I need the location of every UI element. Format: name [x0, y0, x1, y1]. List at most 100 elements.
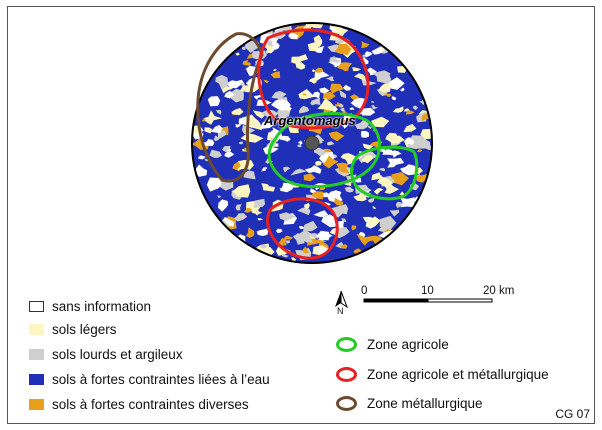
soil-patch	[299, 226, 305, 230]
soil-patch	[233, 213, 248, 222]
soil-patch	[271, 90, 287, 100]
soil-patch	[361, 154, 374, 164]
soil-patch	[317, 247, 327, 254]
soil-patch	[260, 244, 268, 249]
soil-patch	[331, 204, 349, 215]
soil-patch	[355, 120, 370, 130]
soil-patch	[334, 197, 344, 207]
soil-patch	[215, 74, 228, 90]
soil-patch	[270, 71, 281, 79]
soil-patch	[340, 244, 348, 249]
legend-item-sols-legers: sols légers	[29, 322, 117, 337]
soil-patch	[337, 62, 352, 72]
soil-patch	[385, 132, 399, 142]
legend-item-contraintes-diverses: sols à fortes contraintes diverses	[29, 397, 249, 412]
soil-patch	[213, 135, 220, 142]
scale-tick-0: 0	[361, 285, 368, 297]
soil-patch	[371, 172, 382, 181]
soil-patch	[195, 164, 208, 177]
soil-patch	[313, 70, 330, 83]
soil-patch	[359, 108, 370, 115]
soil-patch	[227, 149, 232, 152]
soil-patch	[378, 82, 391, 93]
soil-patch	[344, 186, 354, 193]
soil-patch	[297, 207, 311, 216]
soil-patch	[372, 70, 391, 80]
soil-patch	[420, 128, 432, 140]
soil-patch	[309, 188, 317, 194]
soil-patch	[328, 131, 345, 142]
map-disc-outline	[191, 22, 433, 264]
soil-patch	[338, 220, 345, 229]
soil-patch	[206, 177, 222, 192]
soil-patch	[218, 199, 229, 212]
soil-patch	[384, 93, 392, 97]
soil-patch	[261, 167, 266, 172]
soil-patch	[362, 143, 374, 150]
soil-patch	[356, 233, 375, 246]
soil-patch	[361, 130, 370, 138]
soil-patch	[273, 68, 277, 71]
soil-patch	[309, 233, 319, 239]
soil-patch	[291, 54, 308, 65]
soil-patch	[247, 116, 262, 131]
soil-patch	[426, 146, 430, 150]
soil-patch	[256, 228, 269, 236]
zone-ring-agricole-metallurgique-icon	[336, 367, 357, 382]
soil-patch	[308, 77, 317, 84]
soil-patch	[241, 46, 246, 50]
zone-agricole-metallurgique-south-outline	[266, 197, 339, 260]
soil-patch	[367, 125, 372, 129]
soil-patch	[330, 83, 344, 94]
soil-patch	[405, 110, 415, 115]
soil-patch	[326, 141, 335, 146]
soil-patch	[238, 141, 244, 145]
soil-patch	[297, 144, 302, 148]
soil-patch	[259, 120, 275, 130]
legend-label-contraintes-eau: sols à fortes contraintes liées à l’eau	[52, 372, 270, 387]
soil-patch	[390, 150, 402, 158]
soil-patch	[303, 220, 318, 232]
soil-patch	[387, 158, 405, 168]
soil-patch	[405, 138, 415, 146]
legend-label-sols-legers: sols légers	[52, 322, 117, 337]
soil-patch	[304, 165, 322, 174]
soil-patch	[224, 90, 235, 99]
north-label: N	[337, 306, 344, 316]
soil-patch	[298, 89, 315, 100]
soil-patch	[399, 191, 405, 196]
soil-patch	[261, 183, 276, 192]
legend-label-sans-information: sans information	[52, 299, 152, 314]
soil-patch	[283, 166, 291, 173]
soil-patch	[351, 225, 357, 231]
legend-swatch-sols-legers	[29, 324, 44, 335]
soil-patch	[314, 161, 322, 166]
soil-patch	[367, 197, 375, 203]
soil-patch	[389, 209, 400, 217]
soil-patch	[204, 127, 213, 134]
soil-patch	[281, 253, 289, 258]
soil-patch	[336, 162, 350, 173]
soil-patch	[382, 149, 395, 156]
soil-patch	[391, 96, 397, 101]
zone-label-agricole-metallurgique: Zone agricole et métallurgique	[367, 367, 549, 382]
soil-patch	[301, 66, 305, 69]
soil-patch	[242, 59, 249, 65]
legend-item-sans-information: sans information	[29, 299, 151, 314]
soil-patch	[302, 93, 307, 96]
soil-patch	[334, 43, 352, 56]
zone-legend-metallurgique: Zone métallurgique	[336, 396, 483, 411]
soil-patch	[313, 210, 329, 217]
soil-patch	[370, 100, 375, 103]
legend-label-contraintes-diverses: sols à fortes contraintes diverses	[52, 397, 249, 412]
soil-patch	[288, 32, 299, 40]
soil-patch	[253, 198, 266, 208]
soil-patch	[297, 140, 303, 145]
soil-patch	[271, 40, 278, 43]
soil-patch	[235, 52, 240, 56]
soil-patch	[270, 42, 280, 52]
legend-swatch-contraintes-eau	[29, 374, 44, 385]
legend-swatch-contraintes-diverses	[29, 399, 44, 410]
soil-patch	[267, 48, 274, 54]
soil-patch	[309, 23, 324, 29]
